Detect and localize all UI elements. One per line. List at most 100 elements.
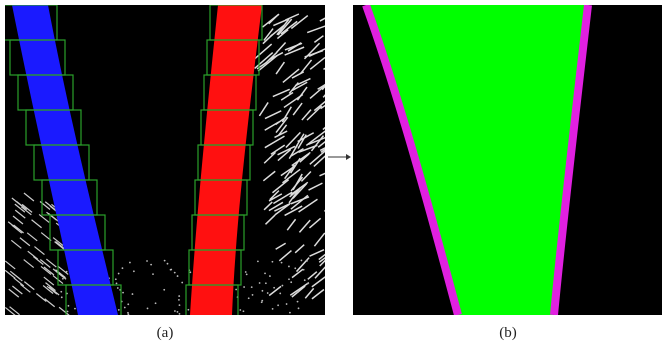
speck (124, 307, 126, 309)
speck (66, 271, 68, 273)
speck (289, 312, 291, 314)
streak (325, 292, 344, 300)
page: (a) (b) (() => { const data = JSON.parse… (0, 0, 665, 348)
streak (329, 276, 346, 288)
speck (307, 283, 309, 285)
speck (117, 287, 119, 289)
speck (115, 278, 117, 280)
streak (334, 262, 347, 277)
speck (133, 270, 135, 272)
caption: (b) (499, 325, 517, 341)
speck (174, 272, 176, 274)
speck (163, 289, 165, 291)
speck (74, 308, 76, 310)
speck (122, 267, 124, 269)
figure: (a) (b) (0, 0, 665, 348)
speck (61, 296, 63, 298)
speck (189, 271, 191, 273)
streak (327, 99, 335, 105)
speck (243, 310, 245, 312)
speck (277, 304, 279, 306)
speck (118, 309, 120, 311)
speck (116, 283, 118, 285)
streak (331, 164, 347, 178)
speck (68, 305, 70, 307)
speck (279, 293, 281, 295)
speck (177, 275, 179, 277)
speck (257, 260, 259, 262)
speck (127, 312, 129, 314)
speck (67, 311, 69, 313)
speck (174, 310, 176, 312)
speck (251, 286, 253, 288)
speck (288, 266, 290, 268)
speck (261, 300, 263, 302)
panel-b (353, 5, 662, 315)
panel-a (2, 5, 353, 320)
speck (288, 278, 290, 280)
speck (248, 297, 250, 299)
speck (155, 302, 157, 304)
speck (246, 273, 248, 275)
speck (301, 260, 303, 262)
speck (167, 263, 169, 265)
speck (267, 292, 269, 294)
speck (259, 282, 261, 284)
speck (60, 291, 62, 293)
speck (265, 282, 267, 284)
speck (150, 264, 152, 266)
speck (290, 281, 292, 283)
speck (294, 267, 296, 269)
speck (118, 273, 120, 275)
speck (272, 261, 274, 263)
streak (323, 61, 336, 69)
speck (282, 285, 284, 287)
caption: (a) (157, 325, 174, 341)
speck (170, 269, 172, 271)
speck (179, 304, 181, 306)
speck (298, 307, 300, 309)
speck (181, 282, 183, 284)
streak (328, 143, 347, 153)
speck (62, 278, 64, 280)
arrow-head (346, 154, 351, 160)
speck (178, 295, 180, 297)
speck (245, 271, 247, 273)
speck (239, 309, 241, 311)
speck (127, 303, 129, 305)
speck (187, 309, 189, 311)
speck (286, 303, 288, 305)
speck (179, 313, 181, 315)
streak (327, 164, 336, 174)
speck (129, 262, 131, 264)
speck (297, 291, 299, 293)
speck (272, 308, 274, 310)
speck (269, 275, 271, 277)
speck (147, 308, 149, 310)
speck (177, 311, 179, 313)
speck (243, 286, 245, 288)
speck (178, 299, 180, 301)
speck (146, 260, 148, 262)
speck (128, 313, 130, 315)
speck (152, 273, 154, 275)
speck (273, 287, 275, 289)
speck (304, 279, 306, 281)
speck (262, 290, 264, 292)
speck (303, 269, 305, 271)
speck (306, 260, 308, 262)
streak (323, 114, 340, 129)
streak (334, 253, 347, 264)
speck (264, 272, 266, 274)
speck (281, 262, 283, 264)
streak (332, 293, 343, 301)
streak (336, 252, 353, 260)
speck (261, 301, 263, 303)
speck (235, 289, 237, 291)
speck (132, 293, 134, 295)
streak (325, 197, 336, 211)
speck (164, 260, 166, 262)
speck (252, 294, 254, 296)
speck (297, 301, 299, 303)
speck (122, 292, 124, 294)
